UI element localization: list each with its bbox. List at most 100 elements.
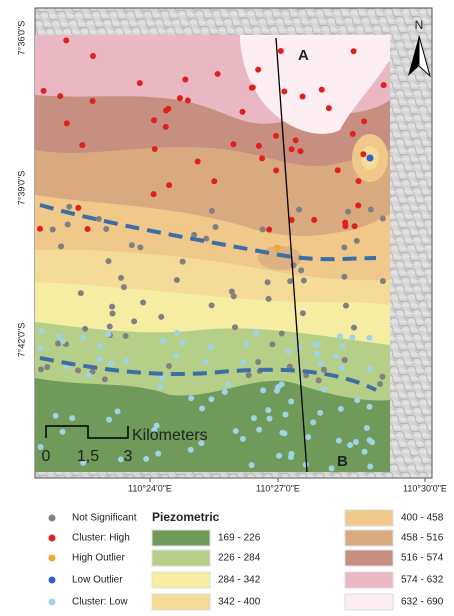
line-label: B bbox=[337, 453, 348, 470]
sample-point bbox=[285, 349, 291, 355]
sample-point bbox=[362, 449, 368, 455]
legend-label: 632 - 690 bbox=[401, 597, 444, 608]
legend-swatch bbox=[345, 530, 393, 546]
sample-point bbox=[288, 454, 294, 460]
sample-point bbox=[38, 328, 44, 334]
sample-point bbox=[298, 148, 304, 154]
sample-point bbox=[157, 384, 163, 390]
sample-point bbox=[233, 428, 239, 434]
legend-swatch bbox=[152, 550, 210, 566]
sample-point bbox=[293, 137, 299, 143]
sample-point bbox=[338, 406, 344, 412]
sample-point bbox=[350, 131, 356, 137]
sample-point bbox=[107, 323, 113, 329]
sample-point bbox=[109, 310, 115, 316]
piezometric-zones bbox=[35, 35, 390, 472]
longitude-label: 110°27'0"E bbox=[256, 483, 300, 493]
sample-point bbox=[353, 439, 359, 445]
sample-point bbox=[66, 204, 72, 210]
sample-point bbox=[166, 363, 172, 369]
legend-label: Cluster: High bbox=[72, 533, 130, 544]
sample-point bbox=[276, 453, 282, 459]
sample-point bbox=[60, 429, 66, 435]
sample-point bbox=[380, 216, 386, 222]
legend-swatch bbox=[152, 572, 210, 588]
legend-symbol bbox=[49, 577, 56, 584]
sample-point bbox=[269, 341, 275, 347]
sample-point bbox=[321, 386, 327, 392]
sample-point bbox=[232, 324, 238, 330]
sample-point bbox=[367, 155, 374, 162]
line-label: A bbox=[298, 47, 309, 64]
sample-point bbox=[266, 226, 272, 232]
sample-point bbox=[243, 341, 249, 347]
sample-point bbox=[105, 331, 111, 337]
sample-point bbox=[115, 408, 121, 414]
sample-point bbox=[296, 345, 302, 351]
latitude-label: 7°39'0"S bbox=[16, 171, 26, 206]
sample-point bbox=[345, 209, 351, 215]
sample-point bbox=[266, 416, 272, 422]
sample-point bbox=[180, 259, 186, 265]
sample-point bbox=[255, 67, 261, 73]
sample-point bbox=[56, 333, 62, 339]
sample-point bbox=[229, 289, 235, 295]
sample-point bbox=[341, 274, 347, 280]
sample-point bbox=[82, 326, 88, 332]
legend-swatch bbox=[345, 510, 393, 526]
sample-point bbox=[366, 404, 372, 410]
sample-point bbox=[63, 37, 69, 43]
sample-point bbox=[124, 358, 130, 364]
legend-symbol bbox=[49, 515, 56, 522]
sample-point bbox=[279, 381, 285, 387]
sample-point bbox=[209, 208, 215, 214]
legend-label: Not Significant bbox=[72, 513, 137, 524]
sample-point bbox=[321, 367, 327, 373]
sample-point bbox=[249, 462, 255, 468]
sample-point bbox=[209, 302, 215, 308]
legend-swatch bbox=[152, 594, 210, 610]
sample-point bbox=[60, 338, 66, 344]
sample-point bbox=[137, 244, 143, 250]
sample-point bbox=[305, 434, 311, 440]
sample-point bbox=[338, 365, 344, 371]
sample-point bbox=[215, 71, 221, 77]
legend-symbol bbox=[49, 599, 56, 606]
legend: Not SignificantCluster: HighHigh Outlier… bbox=[49, 510, 444, 610]
sample-point bbox=[274, 245, 281, 252]
sample-point bbox=[333, 354, 339, 360]
legend-label: 284 - 342 bbox=[218, 575, 261, 586]
legend-label: 342 - 400 bbox=[218, 597, 261, 608]
sample-point bbox=[37, 226, 43, 232]
sample-point bbox=[336, 438, 342, 444]
sample-point bbox=[361, 118, 367, 124]
sample-point bbox=[337, 333, 343, 339]
sample-point bbox=[158, 314, 164, 320]
sample-point bbox=[106, 258, 112, 264]
sample-point bbox=[300, 93, 306, 99]
sample-point bbox=[155, 451, 161, 457]
scale-tick: 1,5 bbox=[77, 448, 99, 465]
sample-point bbox=[185, 97, 191, 103]
sample-point bbox=[97, 357, 103, 363]
sample-point bbox=[203, 236, 209, 242]
sample-point bbox=[282, 411, 288, 417]
sample-point bbox=[108, 360, 114, 366]
sample-point bbox=[317, 361, 323, 367]
sample-point bbox=[106, 417, 112, 423]
sample-point bbox=[260, 226, 266, 232]
legend-label: 400 - 458 bbox=[401, 513, 444, 524]
sample-point bbox=[343, 303, 349, 309]
sample-point bbox=[364, 425, 370, 431]
legend-swatch bbox=[152, 530, 210, 546]
scale-unit: Kilometers bbox=[132, 427, 208, 444]
scale-tick: 3 bbox=[124, 448, 133, 465]
sample-point bbox=[103, 226, 109, 232]
sample-point bbox=[182, 77, 188, 83]
sample-point bbox=[188, 447, 194, 453]
sample-point bbox=[360, 151, 366, 157]
legend-label: 516 - 574 bbox=[401, 553, 444, 564]
sample-point bbox=[140, 300, 146, 306]
sample-point bbox=[80, 334, 86, 340]
sample-point bbox=[259, 155, 265, 161]
